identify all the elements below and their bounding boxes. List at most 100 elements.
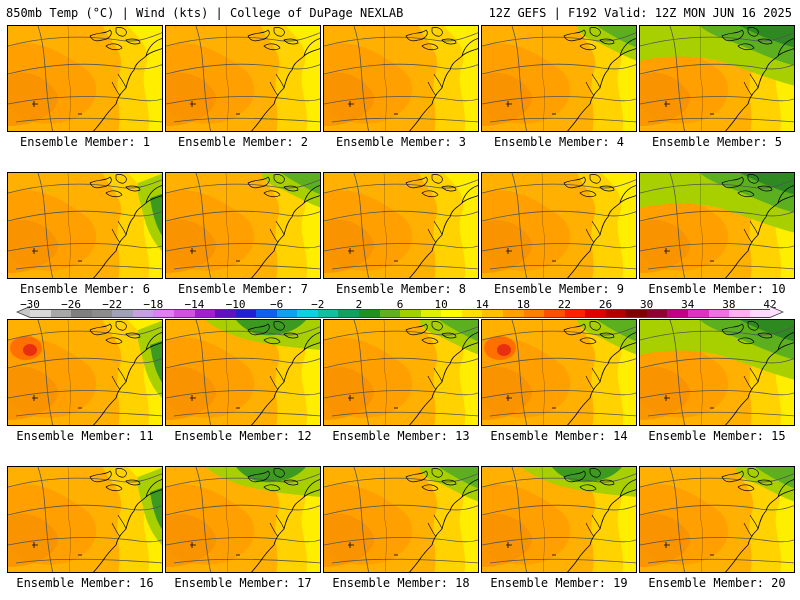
ensemble-map-panel (639, 172, 795, 279)
colorbar-swatch (153, 310, 174, 317)
colorbar-swatch (30, 310, 51, 317)
colorbar-swatch (564, 310, 586, 317)
ensemble-map-panel (165, 172, 321, 279)
ensemble-map-panel (7, 466, 163, 573)
colorbar-swatch (667, 310, 688, 317)
temperature-map (640, 26, 794, 131)
colorbar-tick-label: −6 (270, 298, 284, 311)
colorbar-swatch (502, 310, 524, 317)
ensemble-member-label: Ensemble Member: 17 (174, 576, 312, 590)
colorbar-left-arrow-fill (18, 307, 30, 317)
ensemble-map-panel (165, 466, 321, 573)
ensemble-map-panel (165, 25, 321, 132)
ensemble-member-label: Ensemble Member: 5 (651, 135, 783, 149)
colorbar-swatch (523, 310, 545, 317)
colorbar-tick-label: 10 (434, 298, 448, 311)
colorbar-swatch (276, 310, 298, 317)
temperature-map (324, 467, 478, 572)
header-title: 850mb Temp (°C) | Wind (kts) | College o… (6, 6, 404, 20)
colorbar-tick-label: −18 (143, 298, 164, 311)
colorbar-swatch (317, 310, 339, 317)
ensemble-map-panel (7, 25, 163, 132)
colorbar-scale (30, 309, 771, 318)
ensemble-member-label: Ensemble Member: 2 (177, 135, 309, 149)
ensemble-map-panel (481, 319, 637, 426)
colorbar-tick-label: −26 (61, 298, 82, 311)
colorbar-swatch (441, 310, 462, 317)
colorbar-swatch (585, 310, 606, 317)
ensemble-member-label: Ensemble Member: 3 (335, 135, 467, 149)
ensemble-member-label: Ensemble Member: 18 (332, 576, 470, 590)
colorbar-swatch (605, 310, 627, 317)
colorbar-swatch (235, 310, 257, 317)
ensemble-member-label: Ensemble Member: 6 (19, 282, 151, 296)
temperature-map (324, 26, 478, 131)
colorbar-swatch (338, 310, 359, 317)
colorbar-tick-label: 30 (640, 298, 654, 311)
temperature-map (324, 173, 478, 278)
colorbar-tick-label: 38 (722, 298, 736, 311)
colorbar-swatch (626, 310, 647, 317)
temperature-map (166, 26, 320, 131)
ensemble-member-label: Ensemble Member: 8 (335, 282, 467, 296)
ensemble-member-label: Ensemble Member: 1 (19, 135, 151, 149)
temperature-map (482, 26, 636, 131)
colorbar-right-arrow-fill (770, 307, 782, 317)
colorbar-swatch (91, 310, 113, 317)
colorbar-swatch (112, 310, 133, 317)
ensemble-member-label: Ensemble Member: 9 (493, 282, 625, 296)
temperature-colorbar: −30 −26 −22 −18 −14 −10 −6 −2 2 6 10 14 18 22 26 30 34 38… (14, 298, 786, 320)
ensemble-member-label: Ensemble Member: 20 (648, 576, 786, 590)
ensemble-member-label: Ensemble Member: 19 (490, 576, 628, 590)
colorbar-swatch (132, 310, 154, 317)
ensemble-map-panel (481, 466, 637, 573)
ensemble-member-label: Ensemble Member: 13 (332, 429, 470, 443)
temperature-map (8, 467, 162, 572)
ensemble-member-label: Ensemble Member: 10 (648, 282, 786, 296)
ensemble-map-panel (481, 172, 637, 279)
colorbar-tick-label: 26 (598, 298, 613, 311)
colorbar-tick-label: 14 (475, 298, 489, 311)
temperature-map (482, 320, 636, 425)
colorbar-swatch (544, 310, 565, 317)
colorbar-swatch (400, 310, 421, 317)
temperature-map (640, 467, 794, 572)
colorbar-tick-label: 22 (557, 298, 572, 311)
temperature-map (8, 320, 162, 425)
colorbar-tick-label: 18 (516, 298, 530, 311)
ensemble-map-panel (165, 319, 321, 426)
temperature-map (482, 467, 636, 572)
temperature-map (166, 467, 320, 572)
ensemble-map-panel (323, 466, 479, 573)
ensemble-map-panel (639, 466, 795, 573)
colorbar-swatch (379, 310, 401, 317)
ensemble-map-panel (7, 172, 163, 279)
colorbar-swatch (646, 310, 668, 317)
ensemble-member-label: Ensemble Member: 15 (648, 429, 786, 443)
temperature-map (8, 173, 162, 278)
temperature-map (482, 173, 636, 278)
colorbar-tick-label: 2 (355, 298, 363, 311)
colorbar-tick-label: −14 (184, 298, 205, 311)
temperature-map (8, 26, 162, 131)
colorbar-swatch (482, 310, 503, 317)
header-valid-time: 12Z GEFS | F192 Valid: 12Z MON JUN 16 20… (488, 6, 792, 20)
ensemble-member-label: Ensemble Member: 11 (16, 429, 154, 443)
colorbar-swatch (729, 310, 750, 317)
colorbar-tick-label: −30 (20, 298, 40, 311)
temperature-map (640, 173, 794, 278)
colorbar-tick-label: −10 (225, 298, 246, 311)
colorbar-tick-label: −2 (311, 298, 325, 311)
ensemble-map-panel (323, 172, 479, 279)
colorbar-swatch (420, 310, 442, 317)
colorbar-swatch (173, 310, 195, 317)
temperature-map (640, 320, 794, 425)
colorbar-swatch (194, 310, 216, 317)
temperature-map (166, 173, 320, 278)
ensemble-map-panel (323, 319, 479, 426)
colorbar-swatch (461, 310, 483, 317)
ensemble-map-panel (481, 25, 637, 132)
ensemble-map-panel (639, 25, 795, 132)
colorbar-swatch (256, 310, 277, 317)
ensemble-map-panel (639, 319, 795, 426)
